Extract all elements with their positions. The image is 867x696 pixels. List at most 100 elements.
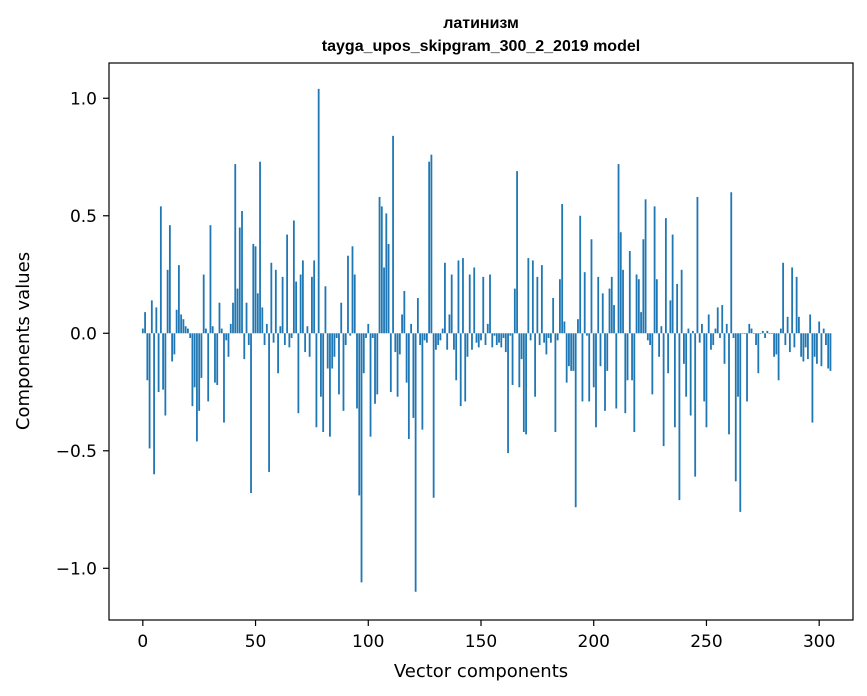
bar <box>737 333 739 397</box>
bar <box>272 333 275 343</box>
bar <box>446 333 449 350</box>
bar <box>166 269 169 334</box>
bar <box>678 333 681 501</box>
bar <box>171 333 174 362</box>
bar <box>703 333 706 402</box>
bar <box>714 328 717 334</box>
bar <box>378 196 381 334</box>
bar <box>597 276 600 334</box>
bar <box>270 262 273 334</box>
bar <box>324 286 327 334</box>
bar <box>405 333 408 383</box>
bar <box>326 333 329 369</box>
y-tick-label: 1.0 <box>70 89 97 109</box>
bar <box>570 333 573 371</box>
bar <box>646 333 649 341</box>
bar <box>369 333 372 437</box>
bar <box>734 333 737 482</box>
bar <box>590 239 593 334</box>
bar <box>628 251 631 334</box>
y-axis: 1.0 0.5 0.0 −0.5 −1.0 <box>56 89 109 579</box>
bar <box>486 323 489 334</box>
bar <box>651 333 654 395</box>
bar <box>340 302 343 334</box>
bar <box>414 333 417 592</box>
bar <box>162 333 165 390</box>
bar <box>292 220 295 334</box>
bar <box>662 333 665 447</box>
bar <box>329 333 331 437</box>
bar <box>696 196 699 334</box>
bar <box>811 333 814 423</box>
bar <box>610 276 613 334</box>
bar <box>200 333 203 378</box>
bar <box>673 333 676 428</box>
bar <box>225 333 228 341</box>
bar <box>768 333 771 334</box>
bar <box>198 333 201 411</box>
bar <box>689 333 692 416</box>
y-tick-label: 0.0 <box>70 324 97 344</box>
bar <box>759 333 762 334</box>
y-tick-label: −1.0 <box>56 559 97 579</box>
x-tick-label: 150 <box>465 632 497 652</box>
bar <box>227 333 230 357</box>
bar <box>669 300 672 334</box>
bar <box>243 333 246 360</box>
bar <box>218 302 221 334</box>
bar <box>353 274 356 334</box>
bar <box>664 218 667 334</box>
bar <box>464 333 467 402</box>
bar <box>153 333 155 475</box>
plot-frame <box>108 62 854 621</box>
bar <box>599 333 602 367</box>
bar <box>579 215 582 334</box>
bar <box>180 314 183 334</box>
bar <box>554 333 557 432</box>
bar <box>407 333 410 440</box>
bar <box>671 234 674 334</box>
bar <box>644 199 647 334</box>
bar <box>466 333 469 357</box>
bar <box>455 333 458 381</box>
bar <box>333 333 336 357</box>
bar <box>164 333 167 416</box>
y-tick-label: −0.5 <box>56 442 97 462</box>
bar <box>317 88 320 334</box>
bar <box>187 328 189 334</box>
bar <box>788 333 791 353</box>
bar <box>635 274 638 334</box>
bar <box>398 333 401 355</box>
bar <box>660 326 663 334</box>
bar <box>498 333 500 343</box>
bar <box>701 323 703 334</box>
bar <box>683 333 685 364</box>
y-axis-label: Components values <box>13 252 34 430</box>
bar <box>527 258 530 334</box>
bar <box>595 333 597 428</box>
bar <box>547 333 550 338</box>
bar <box>809 314 812 334</box>
bar <box>216 333 219 385</box>
bar <box>719 333 721 338</box>
bar <box>509 333 512 336</box>
bar <box>193 333 196 388</box>
bar <box>392 135 394 334</box>
bar <box>601 293 604 334</box>
bar <box>322 333 325 432</box>
bar <box>507 333 509 454</box>
bar <box>775 333 778 355</box>
bar <box>283 333 286 346</box>
bar <box>705 333 708 428</box>
bar <box>144 312 146 334</box>
bar <box>250 333 252 494</box>
bar <box>295 281 298 334</box>
bar <box>764 333 766 338</box>
bar <box>617 164 620 334</box>
bar <box>563 321 566 334</box>
bar <box>236 288 239 334</box>
bar <box>556 333 559 341</box>
bar <box>168 225 171 334</box>
bar <box>739 333 742 512</box>
bar <box>347 255 349 334</box>
